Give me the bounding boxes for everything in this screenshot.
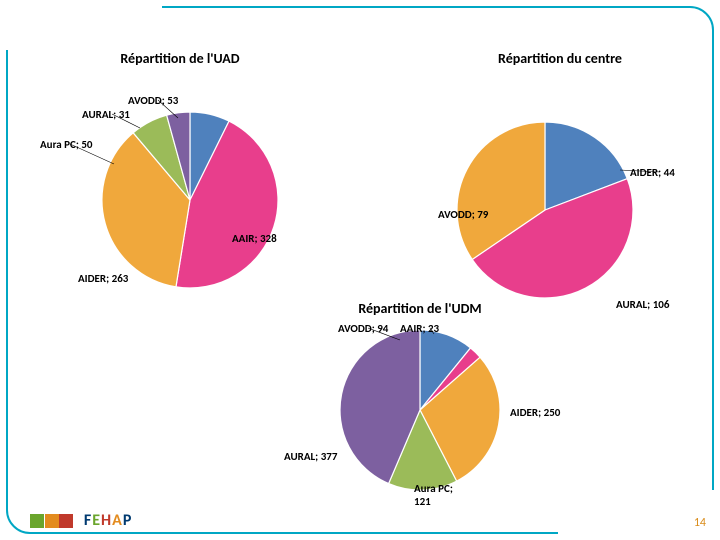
uad-title: Répartition de l'UAD <box>30 50 330 67</box>
uad-slice-label: AVODD; 53 <box>128 94 178 107</box>
page-number: 14 <box>694 516 706 530</box>
uad-slice-label: AAIR; 328 <box>232 232 277 245</box>
centre-slice-label: AIDER; 44 <box>630 166 675 179</box>
centre-slice-label: AURAL; 106 <box>616 298 669 311</box>
fehap-logo: FEHAP <box>30 511 132 530</box>
uad-slice-label: AIDER; 263 <box>78 272 128 285</box>
udm-slice-label: AVODD; 94 <box>338 322 388 335</box>
uad-slice-label: Aura PC; 50 <box>40 138 93 151</box>
udm-title: Répartition de l'UDM <box>280 300 560 317</box>
udm-slice-label: AURAL; 377 <box>284 450 337 463</box>
udm-slice-label: AIDER; 250 <box>510 406 560 419</box>
udm-slice-label: AAIR; 23 <box>400 322 439 335</box>
centre-title: Répartition du centre <box>420 50 700 67</box>
centre-slice-label: AVODD; 79 <box>438 208 488 221</box>
udm-slice-label: Aura PC;121 <box>414 482 453 508</box>
uad-slice-label: AURAL; 31 <box>82 108 130 121</box>
